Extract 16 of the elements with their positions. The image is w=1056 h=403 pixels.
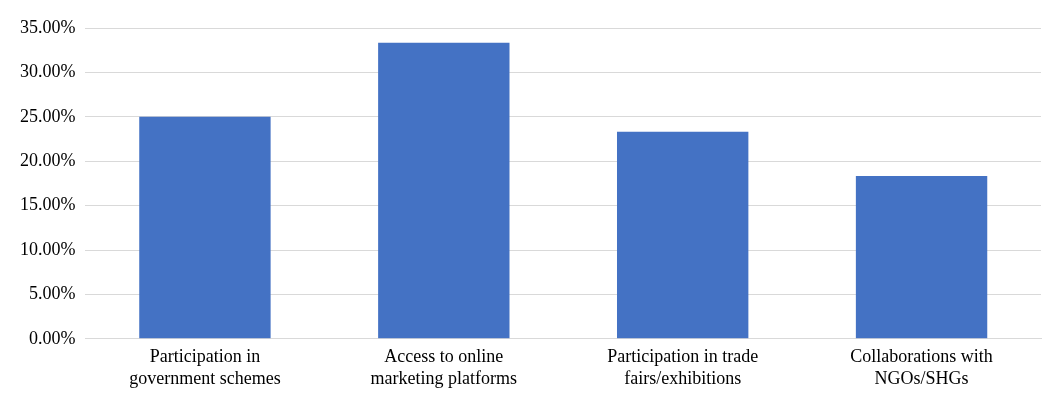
y-tick-label: 20.00%	[19, 149, 76, 170]
y-tick-label: 35.00%	[19, 16, 76, 37]
x-tick-label: Access to online marketing platforms	[370, 346, 518, 388]
y-tick-label: 15.00%	[19, 194, 76, 215]
y-tick-label: 25.00%	[19, 105, 76, 126]
bar	[855, 176, 988, 339]
bar	[616, 131, 749, 339]
y-tick-label: 30.00%	[19, 61, 76, 82]
x-tick-label: Participation in government schemes	[129, 346, 281, 388]
x-tick-label: Participation in trade fairs/exhibitions	[607, 346, 759, 388]
bar	[139, 116, 271, 339]
x-tick-label: Collaborations with NGOs/SHGs	[850, 346, 993, 388]
y-tick-label: 5.00%	[28, 283, 76, 304]
y-tick-label: 10.00%	[19, 238, 76, 259]
y-tick-label: 0.00%	[28, 327, 76, 348]
bar	[378, 42, 510, 339]
